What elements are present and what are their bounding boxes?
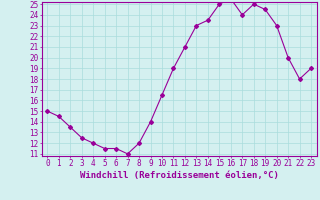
X-axis label: Windchill (Refroidissement éolien,°C): Windchill (Refroidissement éolien,°C)	[80, 171, 279, 180]
